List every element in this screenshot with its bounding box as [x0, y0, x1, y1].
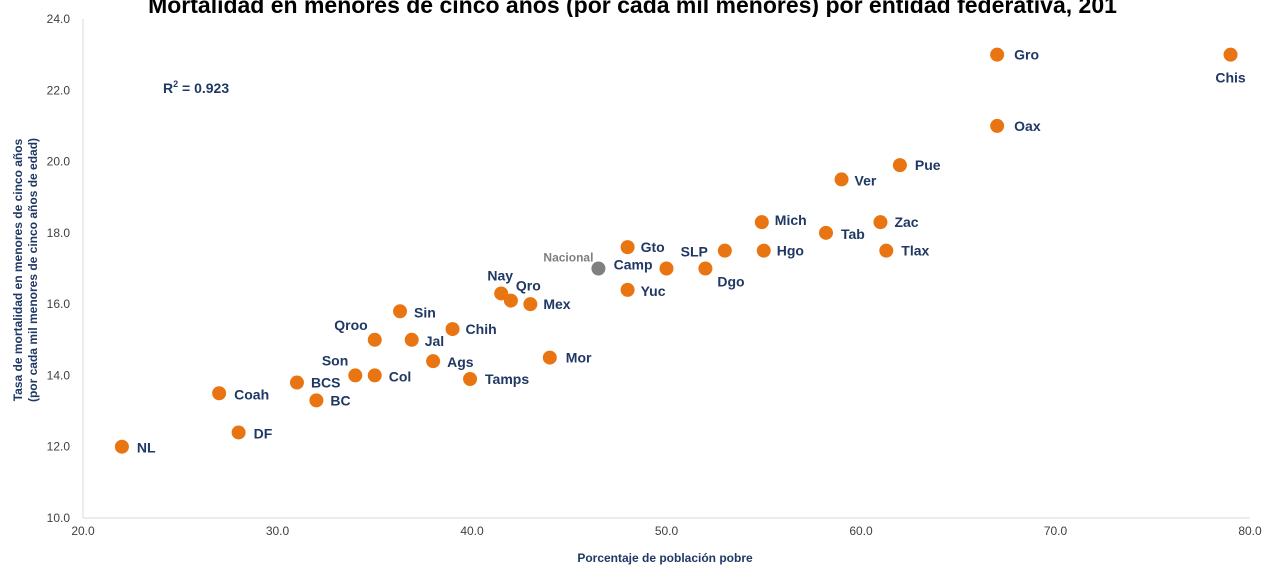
point-label-chih: Chih	[466, 321, 497, 337]
point-label-mex: Mex	[543, 296, 570, 312]
point-mex	[523, 297, 538, 312]
y-tick-label: 18.0	[47, 226, 71, 240]
y-tick-label: 12.0	[47, 440, 71, 454]
point-chis	[1223, 47, 1238, 62]
x-tick-label: 60.0	[849, 524, 873, 538]
point-label-tamps: Tamps	[485, 371, 529, 387]
point-ver	[834, 172, 849, 187]
chart-title: Mortalidad en menores de cinco años (por…	[148, 0, 1117, 17]
x-axis-label: Porcentaje de población pobre	[577, 551, 753, 565]
point-label-ver: Ver	[855, 172, 877, 188]
y-tick-label: 10.0	[47, 511, 71, 525]
point-label-mich: Mich	[775, 212, 807, 228]
x-tick-label: 50.0	[655, 524, 679, 538]
point-label-oax: Oax	[1014, 118, 1041, 134]
point-chih	[445, 322, 460, 337]
point-label-son: Son	[322, 352, 348, 368]
point-label-camp: Camp	[614, 257, 653, 273]
point-label-chis: Chis	[1215, 70, 1246, 86]
point-nay	[494, 286, 509, 301]
point-tamps	[463, 371, 478, 386]
point-tlax	[879, 243, 894, 258]
point-label-jal: Jal	[425, 333, 444, 349]
point-label-dgo: Dgo	[717, 274, 744, 290]
x-tick-label: 40.0	[460, 524, 484, 538]
point-mor	[542, 350, 557, 365]
tick-labels: 20.0 30.0 40.0 50.0 60.0 70.0 80.0 10.0 12.0 14.0…	[47, 12, 1262, 538]
point-label-df: DF	[254, 425, 273, 441]
point-gto	[620, 240, 635, 255]
point-label-nay: Nay	[487, 267, 513, 283]
point-label-ags: Ags	[447, 354, 474, 370]
point-coah	[212, 386, 227, 401]
point-jal	[404, 332, 419, 347]
point-label-tab: Tab	[841, 226, 865, 242]
point-col	[367, 368, 382, 383]
point-label-bc: BC	[330, 392, 350, 408]
point-label-nacional: Nacional	[543, 251, 593, 265]
point-ags	[426, 354, 441, 369]
point-label-tlax: Tlax	[901, 243, 929, 259]
r-squared-annotation: R2 = 0.923	[163, 79, 229, 96]
x-tick-label: 20.0	[71, 524, 95, 538]
point-slp	[717, 243, 732, 258]
point-qro	[503, 293, 518, 308]
point-label-col: Col	[389, 368, 412, 384]
point-pue	[892, 158, 907, 173]
y-axis-label-line-1: Tasa de mortalidad en menores de cinco a…	[11, 138, 25, 401]
point-label-nl: NL	[137, 440, 156, 456]
point-label-mor: Mor	[566, 350, 592, 366]
point-label-coah: Coah	[234, 386, 269, 402]
point-qroo	[367, 332, 382, 347]
point-son	[348, 368, 363, 383]
point-tab	[818, 225, 833, 240]
data-points	[114, 47, 1238, 454]
y-tick-label: 24.0	[47, 12, 71, 26]
point-bcs	[289, 375, 304, 390]
point-label-pue: Pue	[915, 157, 941, 173]
point-mich	[754, 215, 769, 230]
point-bc	[309, 393, 324, 408]
point-nl	[114, 439, 129, 454]
x-tick-label: 70.0	[1044, 524, 1068, 538]
y-tick-label: 20.0	[47, 155, 71, 169]
point-hgo	[756, 243, 771, 258]
point-label-gro: Gro	[1014, 47, 1039, 63]
point-label-yuc: Yuc	[641, 283, 666, 299]
point-label-bcs: BCS	[311, 375, 341, 391]
point-camp	[659, 261, 674, 276]
point-label-qro: Qro	[516, 278, 541, 294]
y-tick-label: 14.0	[47, 368, 71, 382]
point-nacional	[591, 261, 606, 276]
point-label-sin: Sin	[414, 304, 436, 320]
point-label-qroo: Qroo	[334, 317, 367, 333]
x-tick-label: 30.0	[266, 524, 290, 538]
x-tick-label: 80.0	[1238, 524, 1262, 538]
point-zac	[873, 215, 888, 230]
y-tick-label: 22.0	[47, 83, 71, 97]
point-label-gto: Gto	[641, 239, 665, 255]
y-tick-label: 16.0	[47, 297, 71, 311]
y-axis-label-line-2: (por cada mil menores de cinco años de e…	[26, 138, 40, 402]
point-oax	[990, 118, 1005, 133]
point-dgo	[698, 261, 713, 276]
point-gro	[990, 47, 1005, 62]
axes	[82, 19, 1250, 519]
point-sin	[393, 304, 408, 319]
point-df	[231, 425, 246, 440]
point-label-hgo: Hgo	[777, 243, 804, 259]
point-label-slp: SLP	[681, 244, 708, 260]
point-yuc	[620, 282, 635, 297]
point-label-zac: Zac	[894, 214, 918, 230]
